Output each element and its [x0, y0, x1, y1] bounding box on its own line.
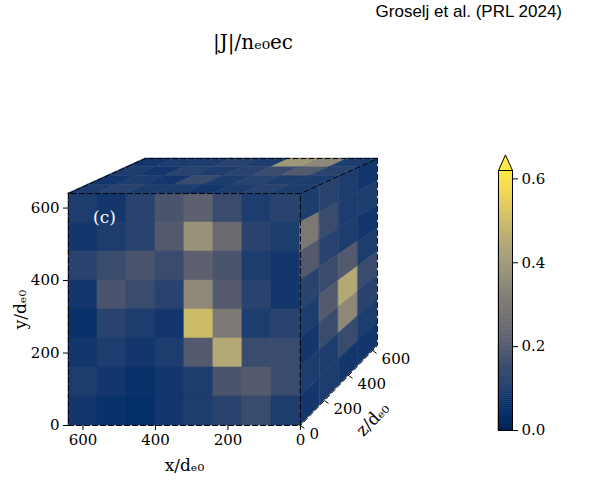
html-text:Groselj et al. (PRL 2024): Groselj et al. (PRL 2024): [375, 2, 562, 21]
svg-text:400: 400: [141, 431, 170, 449]
svg-text:0.6: 0.6: [522, 170, 546, 188]
svg-text:600: 600: [69, 431, 98, 449]
svg-text:400: 400: [31, 271, 60, 289]
svg-text:200: 200: [31, 344, 60, 362]
svg-text:200: 200: [333, 400, 362, 418]
svg-text:200: 200: [214, 431, 243, 449]
svg-text:0.4: 0.4: [522, 254, 546, 272]
svg-text:0: 0: [309, 425, 319, 443]
svg-text:x/dₑ₀: x/dₑ₀: [165, 455, 205, 475]
svg-text:400: 400: [358, 375, 387, 393]
svg-text:600: 600: [31, 199, 60, 217]
svg-text:0.2: 0.2: [522, 337, 546, 355]
svg-text:y/dₑ₀: y/dₑ₀: [10, 290, 30, 331]
svg-text:0.0: 0.0: [522, 421, 546, 439]
svg-text:0: 0: [50, 416, 60, 434]
svg-text:z/dₑ₀: z/dₑ₀: [352, 398, 394, 440]
svg-text:0: 0: [296, 431, 306, 449]
svg-text:600: 600: [382, 350, 411, 368]
html-text:|J|/nₑ₀ec: |J|/nₑ₀ec: [213, 30, 293, 54]
svg-text:(c): (c): [93, 207, 116, 227]
